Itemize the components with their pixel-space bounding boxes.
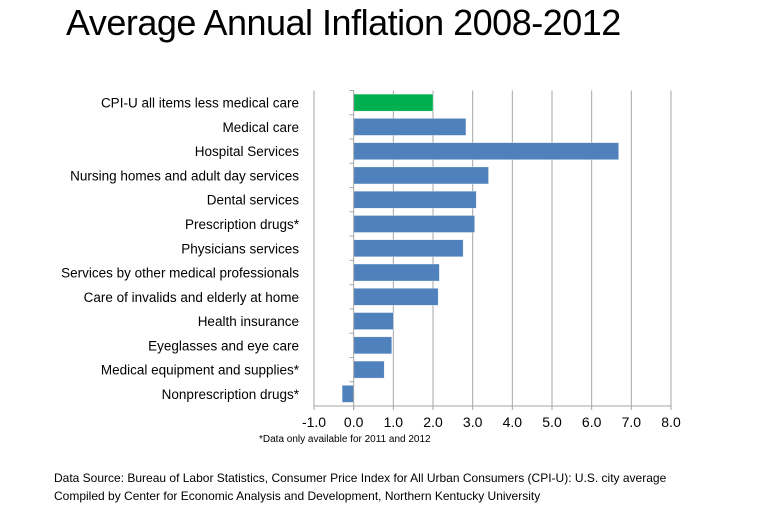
bar (353, 263, 440, 282)
x-tick-label: 2.0 (423, 414, 443, 430)
x-tick-label: 6.0 (582, 414, 602, 430)
category-label: Services by other medical professionals (61, 266, 299, 281)
category-label: Care of invalids and elderly at home (84, 290, 299, 305)
x-tick-label: 4.0 (503, 414, 523, 430)
x-tick-label: 0.0 (344, 414, 364, 430)
bar (353, 288, 439, 306)
footnote: *Data only available for 2011 and 2012 (259, 434, 431, 445)
category-label: Hospital Services (195, 144, 300, 159)
category-label: Dental services (207, 193, 300, 208)
category-label: Prescription drugs* (185, 217, 300, 232)
x-tick-label: 8.0 (661, 414, 681, 430)
x-tick-label: 5.0 (542, 414, 562, 430)
x-tick-label: -1.0 (302, 414, 326, 430)
bar (353, 239, 464, 257)
bar (353, 142, 619, 160)
bar (353, 190, 477, 209)
axes (313, 90, 672, 410)
category-label: Medical equipment and supplies* (101, 363, 300, 378)
category-label: Nursing homes and adult day services (70, 168, 299, 183)
x-tick-label: 3.0 (463, 414, 483, 430)
bar (353, 336, 392, 355)
bar (341, 385, 354, 403)
x-tick-labels: -1.0 0.0 1.0 2.0 3.0 4.0 5.0 6.0 7.0 8.0 (302, 414, 681, 430)
category-label: Physicians services (181, 241, 299, 256)
bar (353, 93, 434, 112)
data-source-line: Data Source: Bureau of Labor Statistics,… (54, 471, 667, 485)
bars (341, 93, 619, 403)
category-label: Nonprescription drugs* (162, 387, 300, 402)
bar (353, 118, 467, 136)
bar (353, 215, 475, 233)
x-tick-label: 1.0 (384, 414, 404, 430)
category-label: Medical care (222, 120, 299, 135)
category-label: Health insurance (198, 314, 299, 329)
category-labels: CPI-U all items less medical care Medical… (61, 96, 300, 402)
chart-title: Average Annual Inflation 2008-2012 (66, 2, 621, 43)
bar (353, 166, 489, 185)
category-label: CPI-U all items less medical care (101, 96, 299, 111)
bar (353, 312, 394, 330)
category-label: Eyeglasses and eye care (148, 338, 299, 353)
bar (353, 360, 385, 379)
compiled-by-line: Compiled by Center for Economic Analysis… (54, 489, 541, 503)
x-tick-label: 7.0 (622, 414, 642, 430)
